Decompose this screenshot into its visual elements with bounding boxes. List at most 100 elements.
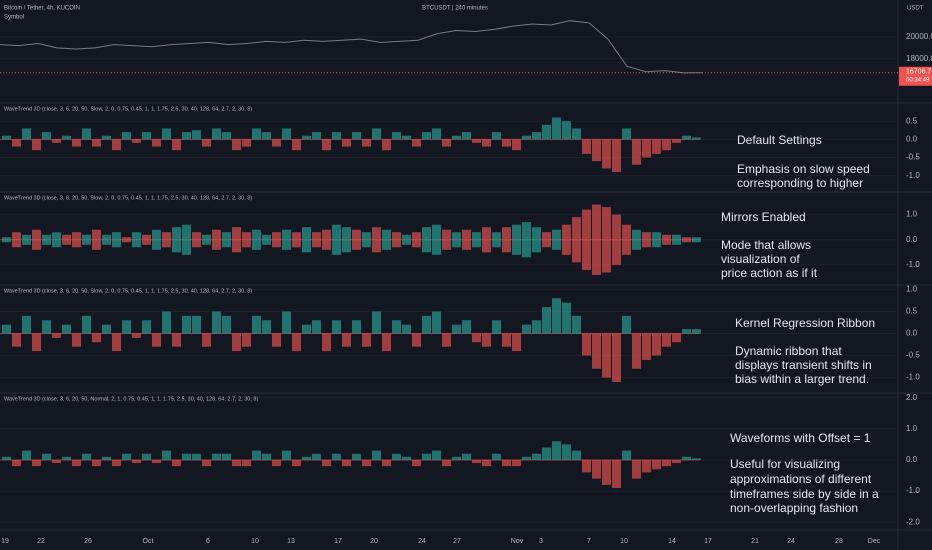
wave-bar	[482, 139, 491, 147]
x-tick-label: 10	[620, 538, 628, 545]
wave-bar	[32, 139, 41, 151]
wave-bar	[112, 459, 121, 467]
wave-bar	[432, 311, 441, 334]
wave-bar	[652, 333, 661, 356]
wave-bar	[602, 333, 611, 378]
indicator-label: WaveTrend 3D (close, 3, 6, 20, 50, Slow,…	[4, 195, 252, 201]
wave-bar	[132, 232, 141, 248]
wave-bar	[592, 204, 601, 275]
x-tick-label: 22	[37, 538, 45, 545]
wave-bar	[422, 453, 431, 460]
wave-bar	[682, 237, 691, 243]
wave-bar	[552, 229, 561, 250]
wave-bar	[292, 333, 301, 352]
wave-bar	[42, 320, 51, 334]
wave-bar	[102, 135, 111, 140]
wave-bar	[72, 459, 81, 467]
indicator-label: WaveTrend 3D (close, 3, 6, 20, 50, Norma…	[4, 396, 258, 402]
wave-bar	[12, 459, 21, 467]
wave-bar	[132, 459, 141, 464]
x-tick-label: 24	[787, 538, 795, 545]
wave-bar	[152, 229, 161, 250]
wave-bar	[682, 329, 691, 334]
wave-bar	[422, 227, 431, 253]
wave-bar	[302, 135, 311, 140]
wave-bar	[72, 333, 81, 347]
y-tick-label: 0.5	[906, 307, 918, 316]
y-tick-label: -2.0	[906, 517, 920, 526]
wave-bar	[322, 139, 331, 151]
wave-bar	[612, 333, 621, 382]
y-tick-label: 0.5	[906, 116, 918, 125]
x-tick-label: 28	[835, 538, 843, 545]
x-tick-label: 10	[251, 538, 259, 545]
x-tick-label: 26	[84, 538, 92, 545]
wave-bar	[212, 229, 221, 250]
wave-bar	[32, 229, 41, 250]
wave-bar	[552, 441, 561, 460]
waveform: Waveforms with Offset = 1 Useful for visu…	[0, 431, 879, 515]
wave-bar	[22, 234, 31, 245]
wave-bar	[512, 224, 521, 255]
wave-bar	[582, 209, 591, 270]
wave-bar	[242, 333, 251, 347]
wave-bar	[482, 333, 491, 347]
wave-bar	[402, 324, 411, 334]
wave-bar	[102, 324, 111, 334]
wave-bar	[652, 232, 661, 248]
y-tick-label: 1.0	[906, 285, 918, 294]
wave-bar	[212, 128, 221, 140]
x-tick-label: 6	[206, 538, 210, 545]
wave-bar	[412, 139, 421, 147]
wave-bar	[472, 139, 481, 143]
wave-bar	[62, 234, 71, 245]
wave-bar	[362, 232, 371, 248]
wave-bar	[502, 227, 511, 253]
wave-bar	[32, 459, 41, 467]
wave-bar	[202, 333, 211, 347]
y-tick-label: -0.5	[906, 351, 920, 360]
x-tick-label: Dec	[868, 538, 881, 545]
wave-bar	[302, 456, 311, 460]
wave-bar	[232, 459, 241, 467]
wave-bar	[122, 320, 131, 334]
wave-bar	[522, 456, 531, 460]
wave-bar	[582, 333, 591, 356]
wave-bar	[112, 139, 121, 151]
wave-bar	[92, 459, 101, 467]
price-line	[0, 20, 704, 74]
wave-bar	[642, 139, 651, 158]
wave-bar	[42, 132, 51, 140]
wave-bar	[342, 227, 351, 253]
wave-bar	[282, 311, 291, 334]
wave-bar	[342, 139, 351, 147]
wave-bar	[182, 315, 191, 334]
wave-bar	[542, 124, 551, 140]
annotation: timeframes side by side in a	[730, 487, 879, 501]
wave-bar	[572, 450, 581, 460]
wave-bar	[312, 320, 321, 334]
wave-bar	[592, 459, 601, 479]
annotation: corresponding to higher	[737, 176, 863, 190]
wave-bar	[292, 232, 301, 248]
x-tick-label: 21	[751, 538, 759, 545]
wave-bar	[282, 229, 291, 250]
y-tick-label: 18000.0	[906, 54, 932, 63]
annotation: visualization of	[721, 252, 800, 266]
wave-bar	[642, 333, 651, 360]
wave-bar	[452, 232, 461, 248]
wave-bar	[2, 135, 11, 140]
y-tick-label: 0.0	[906, 134, 918, 143]
wave-bar	[692, 137, 701, 140]
wave-bar	[202, 459, 211, 467]
wave-bar	[372, 311, 381, 334]
wave-bar	[22, 315, 31, 334]
wave-bar	[282, 128, 291, 140]
wave-bar	[432, 450, 441, 460]
wave-bar	[102, 234, 111, 245]
wave-bar	[372, 450, 381, 460]
wave-bar	[2, 456, 11, 460]
waveform: Kernel Regression Ribbon Dynamic ribbon t…	[0, 298, 875, 386]
wave-bar	[342, 459, 351, 467]
wave-bar	[662, 459, 671, 467]
